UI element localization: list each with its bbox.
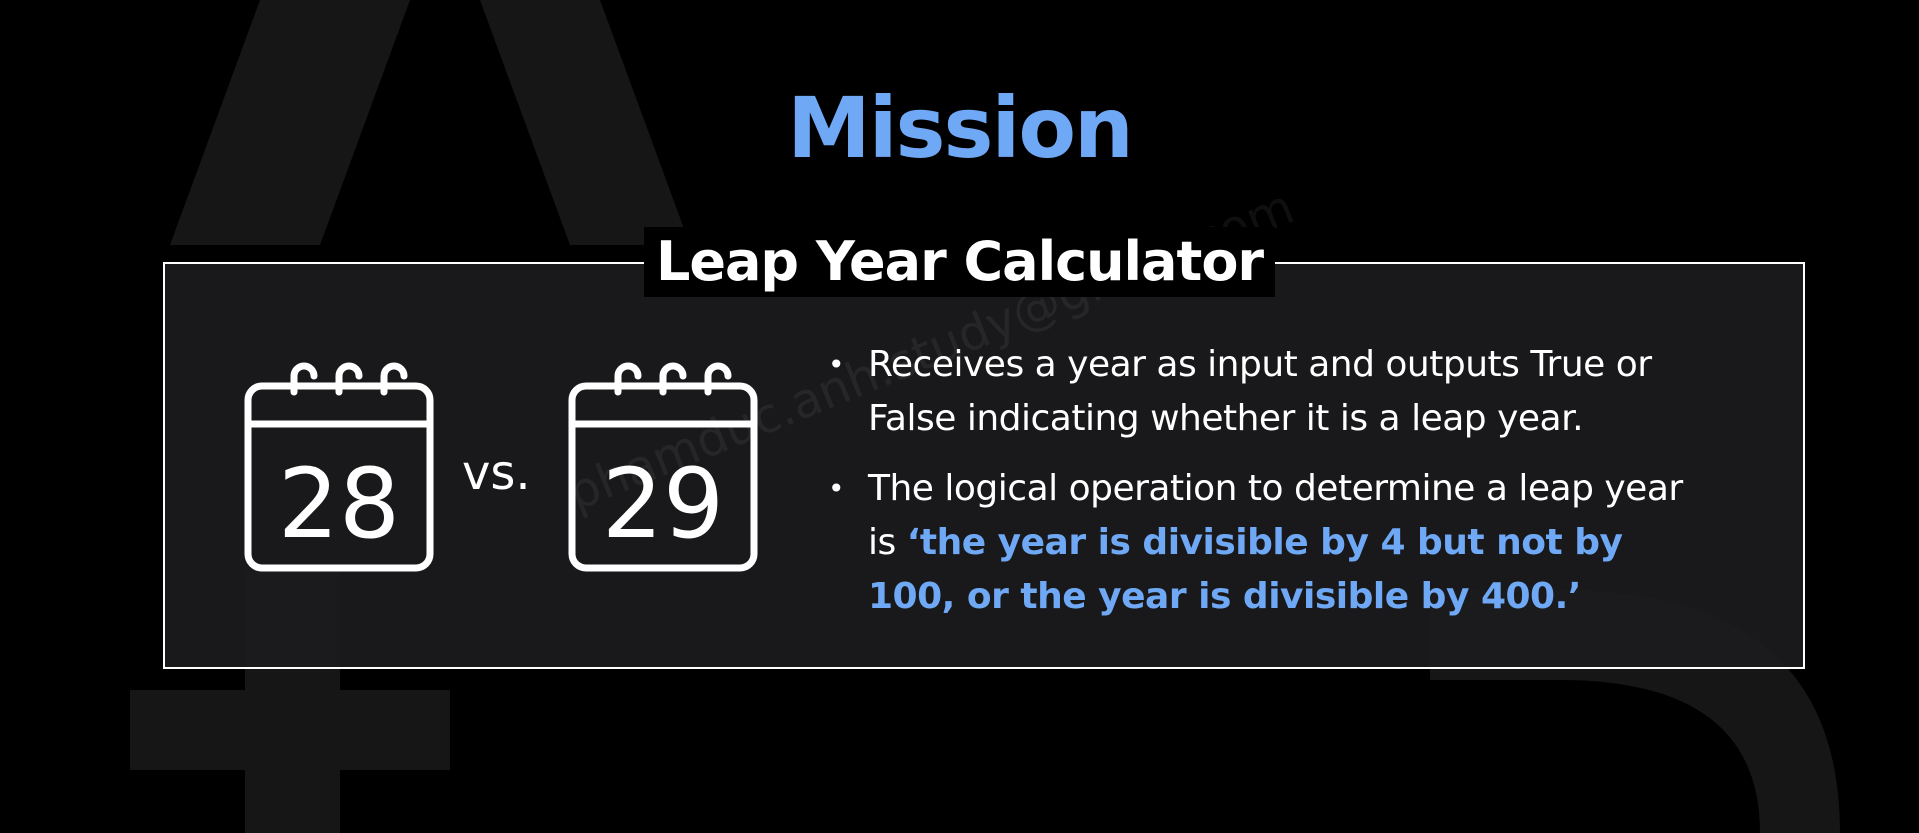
description-list: • Receives a year as input and outputs T…	[820, 338, 1720, 640]
calendar-icon-29: 29	[568, 362, 758, 572]
calendar-day-28: 28	[278, 448, 400, 560]
panel-title-wrap: Leap Year Calculator	[0, 227, 1919, 311]
page-title: Mission	[787, 79, 1134, 177]
calendar-day-29: 29	[602, 448, 724, 560]
bullet-icon: •	[828, 472, 845, 505]
list-item: • Receives a year as input and outputs T…	[820, 338, 1720, 446]
panel-title: Leap Year Calculator	[643, 227, 1276, 297]
leap-rule-highlight: ‘the year is divisible by 4 but not by 1…	[868, 522, 1623, 617]
calendar-icon-28: 28	[244, 362, 434, 572]
list-item: • The logical operation to determine a l…	[820, 462, 1720, 624]
bullet-icon: •	[828, 348, 845, 381]
bullet-text-1: Receives a year as input and outputs Tru…	[868, 344, 1652, 439]
bullet-text-2: The logical operation to determine a lea…	[868, 468, 1683, 563]
vs-label: vs.	[462, 445, 531, 501]
content-panel	[163, 262, 1805, 669]
